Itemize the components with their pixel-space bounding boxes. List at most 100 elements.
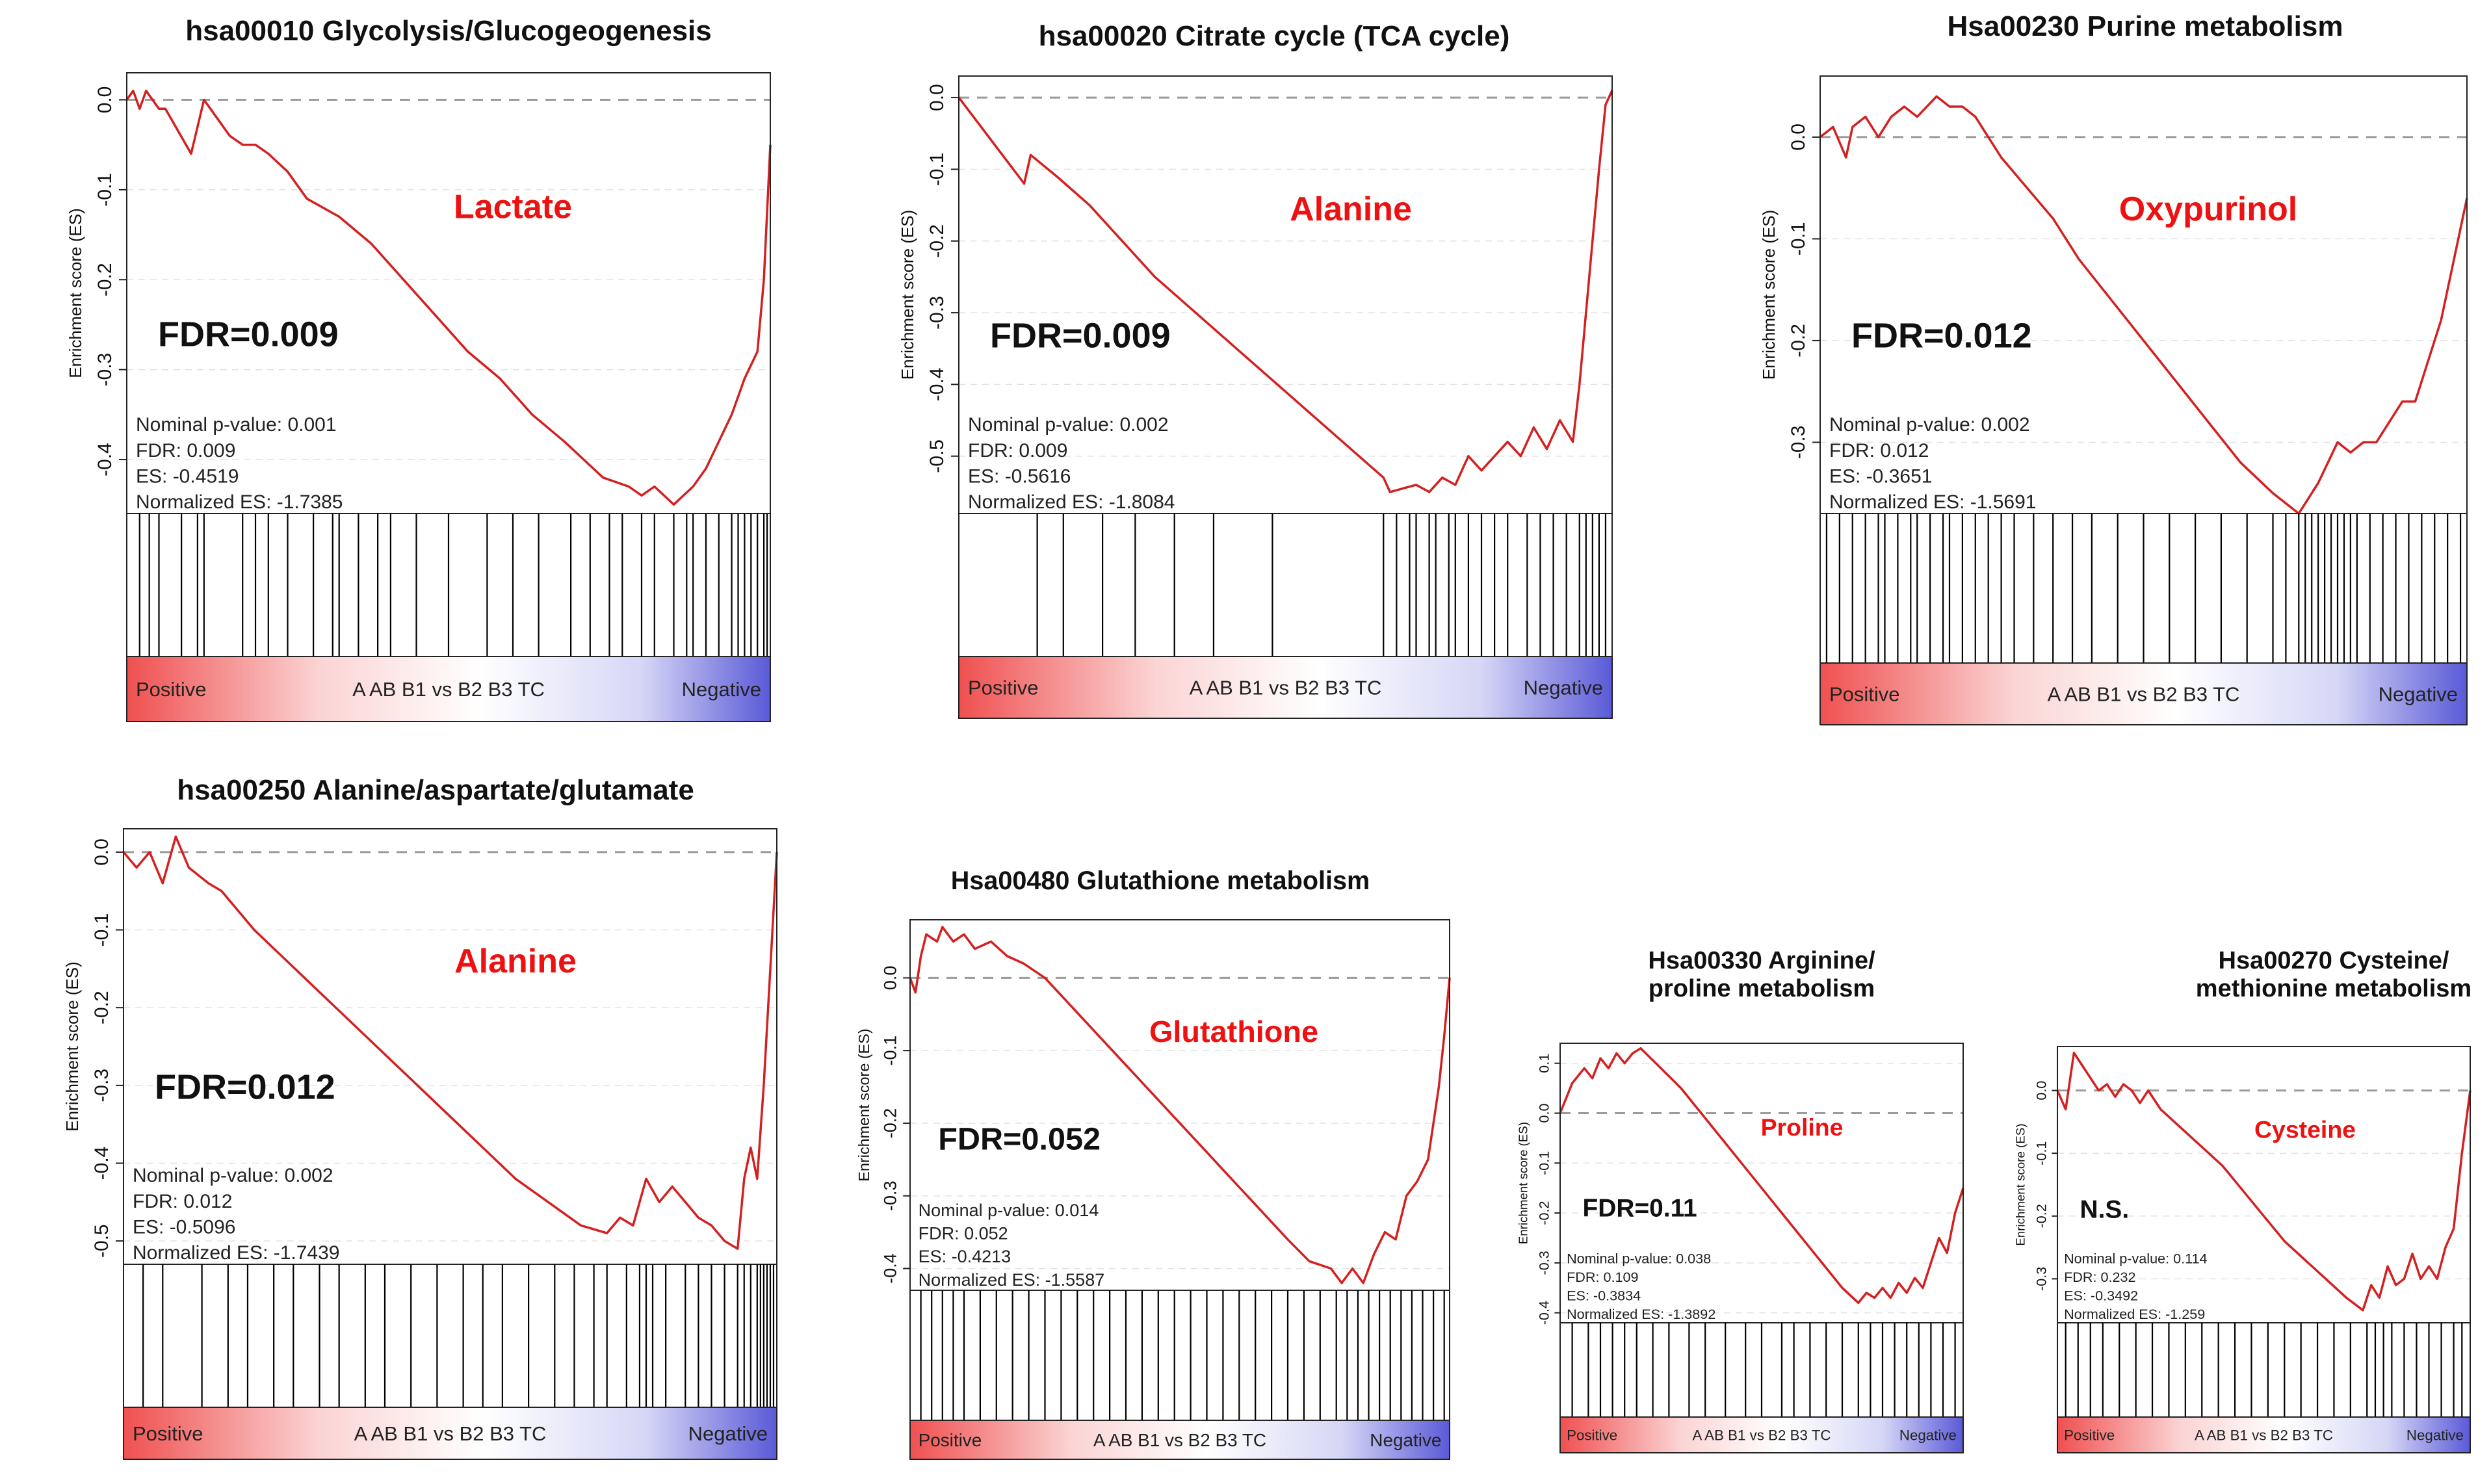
y-tick-label: -0.2 xyxy=(880,1108,900,1139)
stat-line: ES: -0.3492 xyxy=(2064,1288,2138,1304)
y-tick-label: -0.4 xyxy=(1536,1301,1552,1325)
y-tick-label: -0.1 xyxy=(2033,1141,2050,1165)
metabolite-label: Lactate xyxy=(454,189,572,226)
stat-line: FDR: 0.052 xyxy=(919,1224,1008,1243)
rank-color-bar xyxy=(1559,1416,1964,1453)
y-tick-label: 0.1 xyxy=(1536,1054,1552,1073)
y-tick-label: 0.0 xyxy=(880,966,900,991)
positive-label: Positive xyxy=(1567,1427,1617,1443)
comparison-label: A AB B1 vs B2 B3 TC xyxy=(2048,683,2240,706)
stat-line: Normalized ES: -1.5691 xyxy=(1829,491,2037,513)
comparison-label: A AB B1 vs B2 B3 TC xyxy=(1190,677,1382,699)
y-axis-label: Enrichment score (ES) xyxy=(898,210,917,380)
rank-color-bar xyxy=(958,656,1613,719)
metabolite-label: Alanine xyxy=(1290,190,1412,228)
stat-line: Nominal p-value: 0.038 xyxy=(1567,1251,1711,1267)
comparison-label: A AB B1 vs B2 B3 TC xyxy=(1693,1427,1831,1443)
y-tick-label: -0.1 xyxy=(1788,222,1809,256)
y-axis-label: Enrichment score (ES) xyxy=(855,1028,872,1181)
negative-label: Negative xyxy=(1899,1427,1957,1443)
stat-line: Normalized ES: -1.8084 xyxy=(968,491,1175,513)
panel-title: Hsa00270 Cysteine/methionine metabolism xyxy=(2196,947,2471,1002)
rank-color-bar xyxy=(126,656,771,722)
y-tick-label: -0.3 xyxy=(1536,1251,1552,1275)
fdr-label: FDR=0.009 xyxy=(158,315,339,354)
positive-label: Positive xyxy=(968,677,1039,699)
fdr-label: FDR=0.012 xyxy=(1851,316,2032,355)
y-tick-label: 0.0 xyxy=(2033,1081,2050,1100)
fdr-label: FDR=0.052 xyxy=(938,1121,1101,1156)
y-axis-label: Enrichment score (ES) xyxy=(2014,1123,2028,1245)
gsea-panel-4: hsa00250 Alanine/aspartate/glutamate 0.0 -… xyxy=(62,774,778,1460)
metabolite-label: Glutathione xyxy=(1149,1015,1318,1048)
y-tick-label: 0.0 xyxy=(94,86,116,114)
y-tick-label: 0.0 xyxy=(91,839,112,866)
comparison-label: A AB B1 vs B2 B3 TC xyxy=(1093,1430,1266,1450)
y-tick-label: -0.1 xyxy=(1536,1151,1552,1175)
y-tick-label: -0.2 xyxy=(2033,1204,2050,1228)
y-tick-label: -0.1 xyxy=(91,913,112,947)
stat-line: ES: -0.3834 xyxy=(1567,1288,1641,1304)
panel-title: hsa00010 Glycolysis/Glucogeogenesis xyxy=(185,15,712,47)
y-axis-label: Enrichment score (ES) xyxy=(66,208,85,378)
negative-label: Negative xyxy=(2406,1427,2464,1443)
stat-line: ES: -0.4519 xyxy=(136,465,239,487)
negative-label: Negative xyxy=(1370,1430,1441,1450)
y-tick-label: -0.3 xyxy=(1788,426,1809,460)
stat-line: ES: -0.3651 xyxy=(1829,465,1932,487)
positive-label: Positive xyxy=(2064,1427,2115,1443)
stat-line: ES: -0.5616 xyxy=(968,465,1071,487)
stat-line: Nominal p-value: 0.002 xyxy=(968,414,1169,436)
stat-line: Normalized ES: -1.259 xyxy=(2064,1306,2205,1322)
comparison-label: A AB B1 vs B2 B3 TC xyxy=(2195,1427,2333,1443)
rank-color-bar xyxy=(2057,1416,2471,1453)
stat-line: FDR: 0.012 xyxy=(133,1191,232,1212)
positive-label: Positive xyxy=(1829,683,1900,706)
metabolite-label: Proline xyxy=(1761,1113,1844,1141)
es-curve xyxy=(909,926,1451,1284)
y-tick-label: 0.0 xyxy=(1536,1103,1552,1123)
y-tick-label: -0.3 xyxy=(2033,1267,2050,1291)
comparison-label: A AB B1 vs B2 B3 TC xyxy=(354,1422,547,1445)
rank-color-bar xyxy=(123,1407,777,1460)
fdr-label: FDR=0.012 xyxy=(155,1067,335,1106)
y-tick-label: -0.5 xyxy=(91,1224,112,1258)
y-tick-label: -0.4 xyxy=(926,368,948,402)
metabolite-label: Alanine xyxy=(454,943,577,980)
y-tick-label: 0.0 xyxy=(926,84,948,111)
es-curve xyxy=(1819,95,2468,515)
stat-line: FDR: 0.232 xyxy=(2064,1269,2135,1285)
stat-line: Normalized ES: -1.7439 xyxy=(133,1242,340,1264)
panel-title: Hsa00480 Glutathione metabolism xyxy=(951,866,1370,895)
stat-line: FDR: 0.009 xyxy=(136,440,235,462)
stat-line: Nominal p-value: 0.002 xyxy=(1829,414,2030,436)
stat-line: Nominal p-value: 0.114 xyxy=(2064,1251,2207,1267)
y-tick-label: -0.3 xyxy=(880,1180,900,1211)
es-curve xyxy=(1559,1047,1964,1305)
stat-line: Normalized ES: -1.5587 xyxy=(919,1270,1105,1290)
y-axis-label: Enrichment score (ES) xyxy=(1759,210,1779,380)
gsea-panel-5: Hsa00480 Glutathione metabolism 0.0 -0.1 -0… xyxy=(855,866,1451,1460)
es-curve xyxy=(122,835,778,1250)
panel-title: Hsa00230 Purine metabolism xyxy=(1948,10,2343,42)
y-tick-label: -0.2 xyxy=(91,991,112,1024)
fdr-label: N.S. xyxy=(2080,1196,2130,1224)
y-tick-label: -0.4 xyxy=(880,1253,900,1284)
panel-title: hsa00020 Citrate cycle (TCA cycle) xyxy=(1039,20,1510,52)
positive-label: Positive xyxy=(133,1422,203,1445)
metabolite-label: Oxypurinol xyxy=(2119,190,2297,228)
positive-label: Positive xyxy=(136,678,207,701)
hit-band-frame xyxy=(123,1264,777,1408)
y-tick-label: -0.1 xyxy=(94,173,116,207)
y-axis-label: Enrichment score (ES) xyxy=(1517,1122,1530,1244)
y-tick-label: 0.0 xyxy=(1788,124,1809,151)
gsea-panel-1: hsa00010 Glycolysis/Glucogeogenesis 0.0 -0… xyxy=(66,15,772,722)
negative-label: Negative xyxy=(2379,683,2458,706)
positive-label: Positive xyxy=(919,1430,982,1450)
stat-line: ES: -0.4213 xyxy=(919,1247,1011,1266)
y-tick-label: -0.3 xyxy=(91,1069,112,1102)
stat-line: Nominal p-value: 0.002 xyxy=(133,1165,333,1186)
comparison-label: A AB B1 vs B2 B3 TC xyxy=(352,678,545,701)
